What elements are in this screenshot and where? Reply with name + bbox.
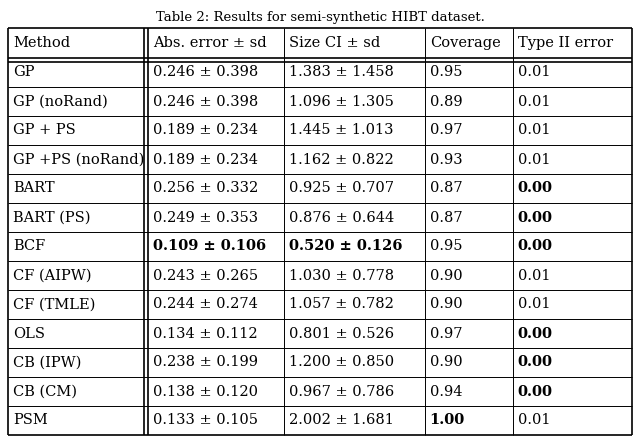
Text: PSM: PSM	[13, 413, 48, 427]
Text: 0.238 ± 0.199: 0.238 ± 0.199	[152, 355, 258, 370]
Text: CB (IPW): CB (IPW)	[13, 355, 81, 370]
Text: 0.93: 0.93	[429, 152, 462, 166]
Text: GP: GP	[13, 66, 35, 80]
Text: 1.200 ± 0.850: 1.200 ± 0.850	[289, 355, 394, 370]
Text: CF (AIPW): CF (AIPW)	[13, 269, 92, 283]
Text: 0.249 ± 0.353: 0.249 ± 0.353	[152, 211, 258, 224]
Text: 0.01: 0.01	[518, 94, 550, 109]
Text: Table 2: Results for semi-synthetic HIBT dataset.: Table 2: Results for semi-synthetic HIBT…	[156, 12, 484, 25]
Text: 0.876 ± 0.644: 0.876 ± 0.644	[289, 211, 394, 224]
Text: CB (CM): CB (CM)	[13, 384, 77, 398]
Text: Size CI ± sd: Size CI ± sd	[289, 36, 380, 50]
Text: 0.109 ± 0.106: 0.109 ± 0.106	[152, 240, 266, 253]
Text: 0.520 ± 0.126: 0.520 ± 0.126	[289, 240, 403, 253]
Text: 0.801 ± 0.526: 0.801 ± 0.526	[289, 326, 394, 341]
Text: BART (PS): BART (PS)	[13, 211, 90, 224]
Text: 1.00: 1.00	[429, 413, 465, 427]
Text: 0.138 ± 0.120: 0.138 ± 0.120	[152, 384, 258, 398]
Text: 0.90: 0.90	[429, 298, 462, 312]
Text: 0.925 ± 0.707: 0.925 ± 0.707	[289, 181, 394, 195]
Text: 2.002 ± 1.681: 2.002 ± 1.681	[289, 413, 394, 427]
Text: 0.00: 0.00	[518, 240, 552, 253]
Text: 0.244 ± 0.274: 0.244 ± 0.274	[152, 298, 257, 312]
Text: 0.00: 0.00	[518, 384, 552, 398]
Text: 0.00: 0.00	[518, 326, 552, 341]
Text: 0.95: 0.95	[429, 66, 462, 80]
Text: OLS: OLS	[13, 326, 45, 341]
Text: 1.445 ± 1.013: 1.445 ± 1.013	[289, 123, 394, 138]
Text: 0.01: 0.01	[518, 123, 550, 138]
Text: 1.030 ± 0.778: 1.030 ± 0.778	[289, 269, 394, 283]
Text: 0.967 ± 0.786: 0.967 ± 0.786	[289, 384, 394, 398]
Text: CF (TMLE): CF (TMLE)	[13, 298, 95, 312]
Text: BART: BART	[13, 181, 54, 195]
Text: 0.189 ± 0.234: 0.189 ± 0.234	[152, 152, 258, 166]
Text: BCF: BCF	[13, 240, 45, 253]
Text: Type II error: Type II error	[518, 36, 612, 50]
Text: 0.01: 0.01	[518, 413, 550, 427]
Text: 1.096 ± 1.305: 1.096 ± 1.305	[289, 94, 394, 109]
Text: 0.95: 0.95	[429, 240, 462, 253]
Text: GP + PS: GP + PS	[13, 123, 76, 138]
Text: 0.246 ± 0.398: 0.246 ± 0.398	[152, 94, 258, 109]
Text: 0.01: 0.01	[518, 66, 550, 80]
Text: 0.87: 0.87	[429, 211, 462, 224]
Text: GP +PS (noRand): GP +PS (noRand)	[13, 152, 145, 166]
Text: 1.162 ± 0.822: 1.162 ± 0.822	[289, 152, 394, 166]
Text: 0.89: 0.89	[429, 94, 462, 109]
Text: 0.256 ± 0.332: 0.256 ± 0.332	[152, 181, 258, 195]
Text: Abs. error ± sd: Abs. error ± sd	[152, 36, 266, 50]
Text: 0.94: 0.94	[429, 384, 462, 398]
Text: 0.00: 0.00	[518, 355, 552, 370]
Text: Method: Method	[13, 36, 70, 50]
Text: 0.00: 0.00	[518, 181, 552, 195]
Text: GP (noRand): GP (noRand)	[13, 94, 108, 109]
Text: Coverage: Coverage	[429, 36, 500, 50]
Text: 0.90: 0.90	[429, 355, 462, 370]
Text: 0.97: 0.97	[429, 123, 462, 138]
Text: 0.243 ± 0.265: 0.243 ± 0.265	[152, 269, 258, 283]
Text: 0.246 ± 0.398: 0.246 ± 0.398	[152, 66, 258, 80]
Text: 0.133 ± 0.105: 0.133 ± 0.105	[152, 413, 258, 427]
Text: 0.90: 0.90	[429, 269, 462, 283]
Text: 1.057 ± 0.782: 1.057 ± 0.782	[289, 298, 394, 312]
Text: 0.01: 0.01	[518, 269, 550, 283]
Text: 0.01: 0.01	[518, 298, 550, 312]
Text: 0.87: 0.87	[429, 181, 462, 195]
Text: 0.97: 0.97	[429, 326, 462, 341]
Text: 0.01: 0.01	[518, 152, 550, 166]
Text: 0.00: 0.00	[518, 211, 552, 224]
Text: 0.134 ± 0.112: 0.134 ± 0.112	[152, 326, 257, 341]
Text: 1.383 ± 1.458: 1.383 ± 1.458	[289, 66, 394, 80]
Text: 0.189 ± 0.234: 0.189 ± 0.234	[152, 123, 258, 138]
